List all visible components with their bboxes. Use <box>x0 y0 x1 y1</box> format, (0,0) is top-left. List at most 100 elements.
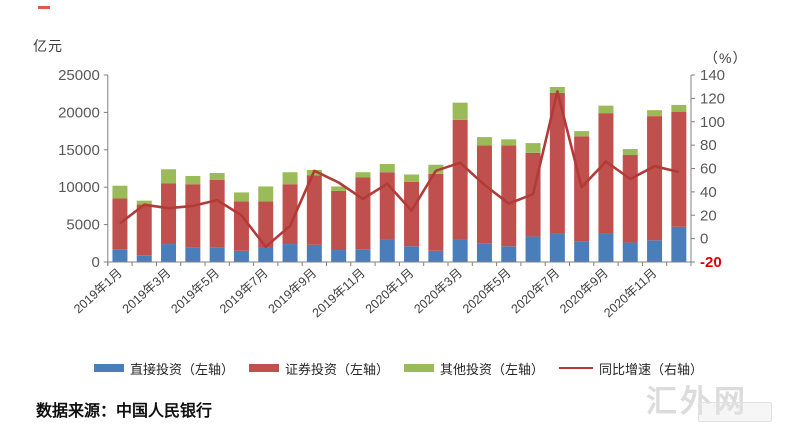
right-axis-tick-label: 120 <box>700 90 725 107</box>
legend-label: 其他投资（左轴） <box>440 361 545 377</box>
right-axis-tick-label: 100 <box>700 114 725 131</box>
bar-segment-series2 <box>185 184 201 248</box>
left-axis-tick-label: 5000 <box>66 217 99 234</box>
legend-item-yoy-growth: 同比增速（右轴） <box>559 359 703 378</box>
bar-segment-series1 <box>282 244 298 262</box>
right-axis-tick-label: 60 <box>700 161 717 178</box>
bar-segment-series3 <box>452 102 468 120</box>
bar-segment-series1 <box>185 247 201 262</box>
bar-segment-series2 <box>647 116 663 241</box>
bar-segment-series3 <box>476 137 492 146</box>
x-axis-tick-label: 2019年1月 <box>71 266 125 316</box>
right-axis-tick-label: 0 <box>700 231 708 248</box>
bar-segment-series2 <box>258 201 274 248</box>
bar-segment-series2 <box>476 145 492 244</box>
bar-segment-series3 <box>112 185 128 199</box>
legend-item-securities-investment: 证券投资（左轴） <box>248 359 389 378</box>
x-axis-tick-label: 2019年7月 <box>217 266 271 316</box>
bar-segment-series1 <box>428 250 444 262</box>
bar-segment-series2 <box>501 145 517 247</box>
right-axis-tick-label: 140 <box>700 67 725 84</box>
bar-segment-series1 <box>161 244 177 262</box>
bar-segment-series2 <box>428 173 444 251</box>
bar-segment-series3 <box>598 105 614 114</box>
bar-segment-series1 <box>331 250 347 262</box>
bar-segment-series1 <box>574 241 590 262</box>
bar-segment-series2 <box>404 181 420 247</box>
bar-segment-series1 <box>598 233 614 262</box>
bar-segment-series3 <box>428 164 444 174</box>
data-source-caption: 数据来源：中国人民银行 <box>36 403 213 420</box>
bar-segment-series1 <box>647 240 663 262</box>
bar-segment-series3 <box>404 174 420 182</box>
bar-segment-series3 <box>574 131 590 137</box>
x-axis-tick-label: 2019年11月 <box>310 266 368 320</box>
left-axis-title: 亿元 <box>33 38 63 54</box>
x-axis-tick-label: 2020年7月 <box>509 266 563 316</box>
bar-segment-series3 <box>647 110 663 117</box>
other-investment-swatch <box>404 364 434 372</box>
yoy-growth-line <box>119 90 680 249</box>
x-axis-tick-label: 2019年5月 <box>168 266 222 316</box>
x-axis-tick-label: 2019年3月 <box>120 266 174 316</box>
left-axis-tick-label: 20000 <box>58 104 100 121</box>
chart-legend: 直接投资（左轴） 证券投资（左轴） 其他投资（左轴） 同比增速（右轴） <box>0 359 797 377</box>
bar-segment-series3 <box>525 143 541 153</box>
bar-segment-series3 <box>671 104 687 112</box>
bar-segment-series3 <box>501 139 517 146</box>
bar-segment-series3 <box>258 186 274 202</box>
legend-label: 证券投资（左轴） <box>284 361 389 377</box>
x-axis-tick-label: 2020年5月 <box>460 266 514 316</box>
bar-segment-series1 <box>233 250 249 262</box>
bar-segment-series1 <box>404 246 420 262</box>
x-axis-tick-label: 2020年3月 <box>411 266 465 316</box>
left-axis-tick-label: 15000 <box>58 142 100 159</box>
legend-label: 同比增速（右轴） <box>599 361 704 377</box>
bar-segment-series1 <box>379 239 395 262</box>
bar-segment-series1 <box>501 246 517 262</box>
left-axis-tick-label: 10000 <box>58 179 100 196</box>
bar-segment-series1 <box>622 242 638 262</box>
x-axis-tick-label: 2020年11月 <box>601 266 659 320</box>
bar-segment-series3 <box>331 186 347 191</box>
right-axis-tick-label: 80 <box>700 137 717 154</box>
legend-item-other-investment: 其他投资（左轴） <box>404 359 544 378</box>
bar-segment-series3 <box>379 164 395 173</box>
securities-investment-swatch <box>248 364 279 372</box>
bar-segment-series1 <box>209 247 225 262</box>
stray-red-crop-mark <box>38 6 50 9</box>
bar-segment-series3 <box>233 192 249 202</box>
right-axis-title: （%） <box>704 50 748 66</box>
bar-segment-series2 <box>209 179 225 248</box>
bar-segment-series2 <box>233 201 249 251</box>
x-axis-tick-label: 2020年1月 <box>363 266 417 316</box>
bar-segment-series2 <box>136 204 152 256</box>
legend-item-direct-investment: 直接投资（左轴） <box>93 359 234 378</box>
bar-segment-series2 <box>112 198 128 250</box>
left-axis-tick-label: 25000 <box>58 67 100 84</box>
bar-segment-series3 <box>622 149 638 156</box>
right-axis-tick-label: 40 <box>700 184 717 201</box>
bar-segment-series2 <box>161 183 177 245</box>
bar-segment-series2 <box>549 92 565 234</box>
bar-segment-series3 <box>185 175 201 185</box>
right-axis-tick-label: 20 <box>700 207 717 224</box>
bar-segment-series3 <box>549 86 565 93</box>
bar-segment-series2 <box>671 111 687 227</box>
bar-segment-series1 <box>136 255 152 262</box>
bar-segment-series1 <box>476 243 492 262</box>
bar-segment-series1 <box>671 226 687 262</box>
bar-segment-series3 <box>209 172 225 180</box>
bar-segment-series2 <box>331 190 347 251</box>
right-axis-tick-label: -20 <box>700 254 722 271</box>
bar-segment-series3 <box>282 172 298 185</box>
bar-segment-series2 <box>598 113 614 234</box>
bar-segment-series3 <box>136 200 152 205</box>
bar-segment-series3 <box>355 172 371 178</box>
bar-segment-series2 <box>306 175 322 245</box>
direct-investment-swatch <box>93 364 124 372</box>
legend-label: 直接投资（左轴） <box>129 361 234 377</box>
bar-segment-series1 <box>525 236 541 262</box>
bar-segment-series1 <box>306 244 322 262</box>
